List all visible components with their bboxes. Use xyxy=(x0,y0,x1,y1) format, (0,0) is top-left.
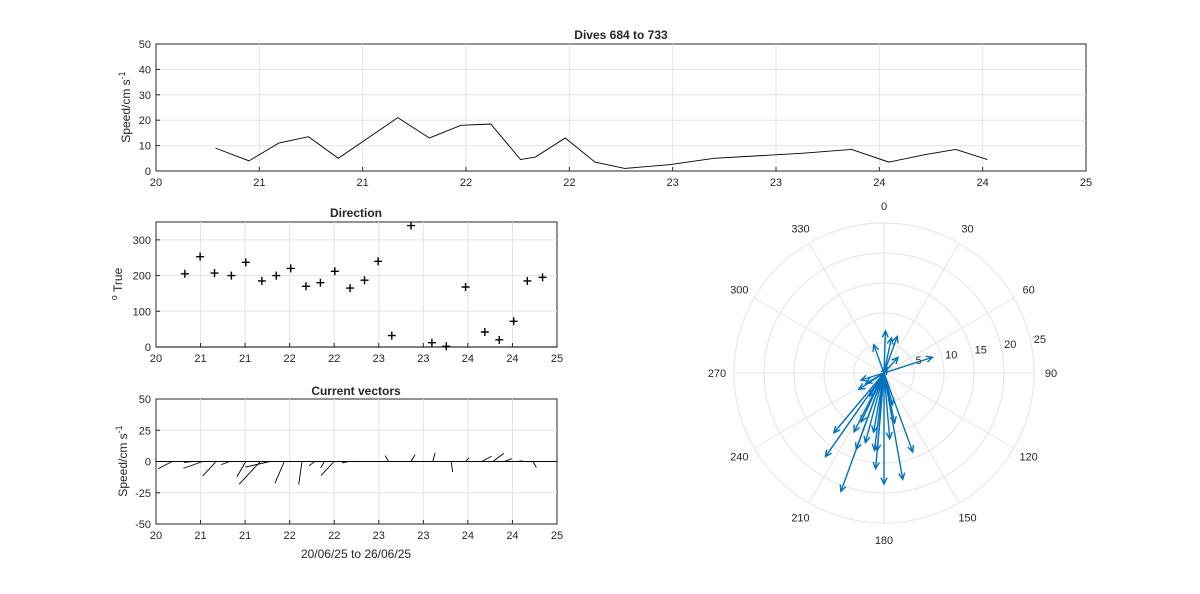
speed-y-tick-label: 10 xyxy=(139,141,151,153)
compass-theta-label: 0 xyxy=(881,201,887,213)
compass-theta-label: 300 xyxy=(730,285,748,297)
direction-plot-area xyxy=(156,222,557,347)
vectors-x-tick-label: 24 xyxy=(506,530,518,542)
compass-theta-label: 180 xyxy=(875,535,893,547)
speed-y-axis-label: Speed/cm s-1 xyxy=(117,71,133,142)
compass-r-label: 10 xyxy=(945,350,957,362)
vectors-x-tick-label: 25 xyxy=(551,530,563,542)
direction-y-axis-label: o True xyxy=(109,267,125,300)
direction-ylabel: True xyxy=(111,267,125,292)
speed-y-tick-label: 20 xyxy=(139,115,151,127)
speed-x-tick-label: 22 xyxy=(563,177,575,189)
vectors-ylabel: Speed/cm s xyxy=(116,433,130,496)
compass-theta-label: 240 xyxy=(730,452,748,464)
direction-x-tick-label: 21 xyxy=(194,353,206,365)
direction-x-tick-label: 25 xyxy=(551,353,563,365)
compass-spoke xyxy=(754,298,884,373)
compass-theta-label: 210 xyxy=(791,513,809,525)
svg-text:o True: o True xyxy=(109,267,125,300)
vectors-x-tick-label: 24 xyxy=(462,530,474,542)
direction-title: Direction xyxy=(330,206,382,220)
speed-x-tick-label: 21 xyxy=(357,177,369,189)
direction-x-tick-label: 22 xyxy=(284,353,296,365)
direction-x-tick-label: 23 xyxy=(373,353,385,365)
compass-arrow-shaft xyxy=(884,373,913,452)
compass-theta-label: 330 xyxy=(791,223,809,235)
speed-x-tick-label: 20 xyxy=(150,177,162,189)
direction-x-tick-label: 22 xyxy=(328,353,340,365)
vectors-y-tick-label: -25 xyxy=(135,488,151,500)
compass-r-label: 20 xyxy=(1004,339,1016,351)
direction-panel: Direction o True 20 21 21 22 22 23 23 24 24 25 0 10… xyxy=(109,206,563,365)
vectors-x-tick-label: 23 xyxy=(417,530,429,542)
vectors-y-tick-label: 0 xyxy=(145,457,151,469)
speed-ylabel: Speed/cm s xyxy=(119,79,133,142)
direction-y-tick-label: 200 xyxy=(133,271,151,283)
direction-x-tick-label: 20 xyxy=(150,353,162,365)
vectors-x-tick-label: 21 xyxy=(194,530,206,542)
vectors-ylabel-sup: -1 xyxy=(114,425,124,433)
speed-x-tick-label: 22 xyxy=(460,177,472,189)
direction-x-tick-label: 21 xyxy=(239,353,251,365)
speed-y-tick-label: 0 xyxy=(145,166,151,178)
compass-theta-label: 30 xyxy=(961,223,973,235)
direction-y-tick-label: 0 xyxy=(145,342,151,354)
vectors-title: Current vectors xyxy=(311,384,401,398)
speed-x-tick-label: 21 xyxy=(253,177,265,189)
compass-r-label: 15 xyxy=(975,344,987,356)
direction-y-tick-label: 100 xyxy=(133,306,151,318)
vectors-y-tick-label: 25 xyxy=(139,425,151,437)
vectors-x-tick-label: 23 xyxy=(373,530,385,542)
vectors-x-tick-label: 20 xyxy=(150,530,162,542)
compass-theta-label: 150 xyxy=(958,513,976,525)
compass-theta-label: 60 xyxy=(1023,285,1035,297)
vectors-y-axis-label: Speed/cm s-1 xyxy=(114,425,130,496)
speed-panel: Dives 684 to 733 Speed/cm s-1 20 21 21 22 22… xyxy=(117,28,1092,189)
direction-x-tick-label: 24 xyxy=(506,353,518,365)
vectors-x-tick-label: 22 xyxy=(328,530,340,542)
direction-x-tick-label: 24 xyxy=(462,353,474,365)
vectors-panel: Current vectors 20/06/25 to 26/06/25 Spe… xyxy=(114,384,563,561)
vectors-y-tick-label: 50 xyxy=(139,394,151,406)
compass-theta-label: 270 xyxy=(708,368,726,380)
compass-spoke xyxy=(884,298,1014,373)
vectors-y-tick-label: -50 xyxy=(135,519,151,531)
speed-title: Dives 684 to 733 xyxy=(574,28,668,42)
speed-x-tick-label: 24 xyxy=(873,177,885,189)
compass-theta-label: 120 xyxy=(1019,452,1037,464)
compass-spoke xyxy=(809,373,884,503)
svg-text:Speed/cm s-1: Speed/cm s-1 xyxy=(114,425,130,496)
speed-x-tick-label: 23 xyxy=(770,177,782,189)
speed-x-tick-label: 24 xyxy=(977,177,989,189)
compass-theta-label: 90 xyxy=(1045,368,1057,380)
vectors-xlabel: 20/06/25 to 26/06/25 xyxy=(301,547,411,561)
direction-x-tick-label: 23 xyxy=(417,353,429,365)
speed-x-tick-label: 23 xyxy=(667,177,679,189)
svg-text:Speed/cm s-1: Speed/cm s-1 xyxy=(117,71,133,142)
speed-plot-area xyxy=(156,44,1086,171)
speed-y-tick-label: 30 xyxy=(139,90,151,102)
compass-spoke xyxy=(884,373,1014,448)
direction-y-tick-label: 300 xyxy=(133,235,151,247)
compass-r-label: 25 xyxy=(1034,334,1046,346)
vectors-x-tick-label: 22 xyxy=(284,530,296,542)
vectors-x-tick-label: 21 xyxy=(239,530,251,542)
speed-y-tick-label: 40 xyxy=(139,64,151,76)
compass-spoke xyxy=(809,243,884,373)
speed-y-tick-label: 50 xyxy=(139,39,151,51)
speed-x-tick-label: 25 xyxy=(1080,177,1092,189)
speed-ylabel-sup: -1 xyxy=(117,71,127,79)
